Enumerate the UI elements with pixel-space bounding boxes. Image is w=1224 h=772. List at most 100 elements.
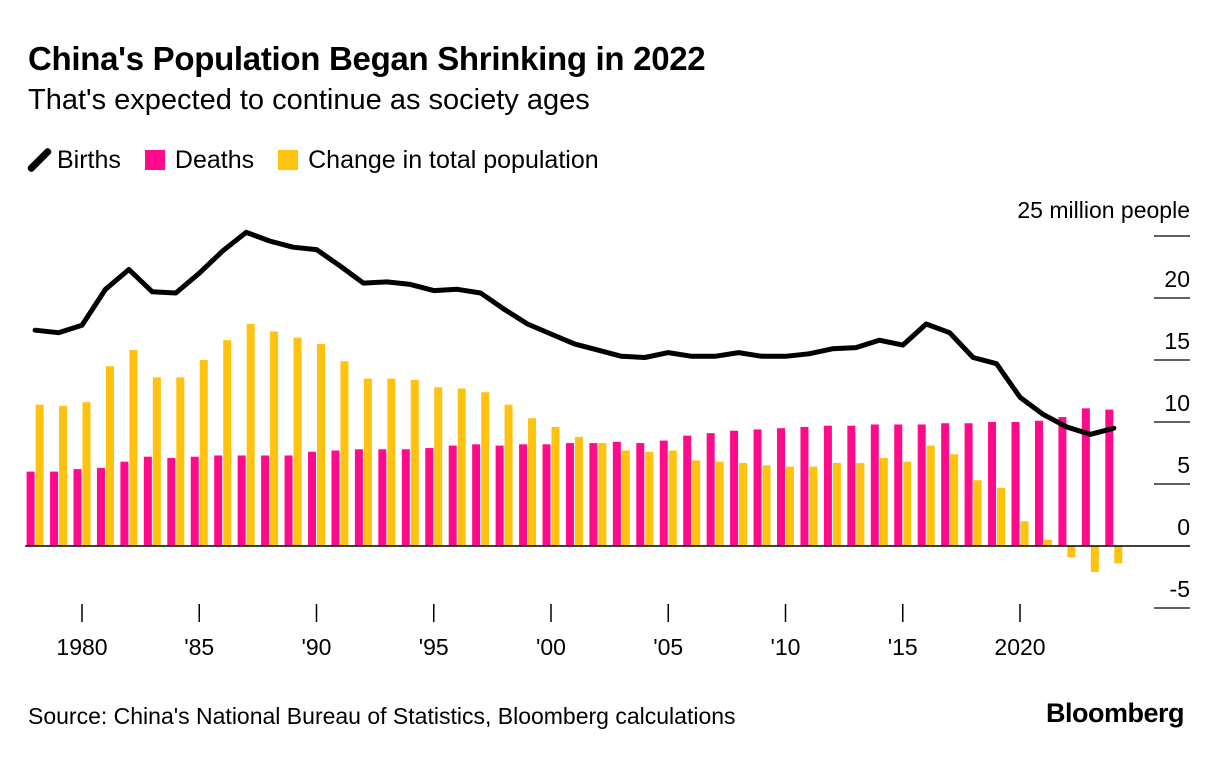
deaths-bar xyxy=(964,423,973,546)
deaths-bar xyxy=(261,455,270,546)
change-bar xyxy=(903,461,912,546)
deaths-bar xyxy=(237,455,246,546)
x-tick-label: '00 xyxy=(536,634,566,660)
source-note: Source: China's National Bureau of Stati… xyxy=(28,703,736,729)
deaths-bar xyxy=(448,445,457,546)
change-bar xyxy=(317,343,325,546)
deaths-bar xyxy=(941,423,950,546)
deaths-bar xyxy=(143,456,152,546)
x-tick-label: '85 xyxy=(184,634,214,660)
change-bar xyxy=(809,466,818,546)
change-bar xyxy=(621,450,630,546)
y-unit-label: 25 million people xyxy=(1017,197,1190,223)
deaths-bar xyxy=(542,444,551,546)
change-bar xyxy=(481,392,490,546)
change-bar xyxy=(457,388,466,546)
change-bar xyxy=(293,337,302,546)
deaths-bar xyxy=(683,435,692,546)
change-bar xyxy=(786,466,794,546)
deaths-bar xyxy=(190,456,199,546)
change-bar xyxy=(129,350,138,546)
change-bar xyxy=(645,451,654,546)
chart-title: China's Population Began Shrinking in 20… xyxy=(28,40,706,77)
deaths-bar xyxy=(753,429,762,546)
change-bar xyxy=(59,405,68,546)
change-bar xyxy=(668,450,677,546)
x-tick-label: 1980 xyxy=(56,634,107,660)
deaths-bar xyxy=(894,424,903,546)
deaths-bar xyxy=(308,451,316,546)
change-bar xyxy=(856,462,865,546)
change-bar xyxy=(199,360,208,546)
deaths-bar xyxy=(1034,420,1043,546)
legend-deaths-label: Deaths xyxy=(174,145,255,174)
deaths-bar xyxy=(847,425,856,546)
change-bar xyxy=(997,487,1006,546)
change-bar xyxy=(551,426,560,546)
deaths-bar xyxy=(659,440,668,546)
x-tick-label: '10 xyxy=(771,634,801,660)
deaths-bar xyxy=(378,449,387,546)
change-bar xyxy=(82,402,91,546)
deaths-bar xyxy=(565,443,574,546)
change-bar xyxy=(715,461,724,546)
deaths-bar xyxy=(706,433,715,546)
deaths-bar xyxy=(26,471,35,546)
deaths-bar xyxy=(331,450,340,546)
change-bar xyxy=(973,480,982,546)
y-gridlines xyxy=(1154,235,1190,609)
x-tick-label: 2020 xyxy=(994,634,1045,660)
change-bar xyxy=(692,460,701,546)
change-bar xyxy=(504,404,513,546)
deaths-bar xyxy=(800,426,809,546)
deaths-bar xyxy=(589,443,598,546)
deaths-bar xyxy=(636,443,645,546)
change-bar xyxy=(528,418,537,546)
change-bar xyxy=(1090,546,1099,573)
legend-births-label: Births xyxy=(57,145,121,174)
deaths-swatch xyxy=(144,150,165,170)
x-tick-label: '95 xyxy=(419,634,449,660)
y-tick-label: 5 xyxy=(1177,452,1190,478)
deaths-bar xyxy=(284,455,293,546)
change-bar xyxy=(246,324,255,546)
legend: Births Deaths Change in total population xyxy=(26,145,623,175)
change-bar xyxy=(762,465,771,546)
change-bar xyxy=(223,340,232,546)
tick-labels: -5 0 5 10 15 20 25 million people 1980 '85 '90 '95… xyxy=(56,197,1190,660)
change-bar xyxy=(926,445,935,546)
deaths-bar xyxy=(1081,408,1090,546)
deaths-bar xyxy=(50,471,59,546)
change-bar xyxy=(434,387,443,546)
change-bar xyxy=(739,462,748,546)
births-line xyxy=(32,229,1117,437)
axes xyxy=(25,545,1190,622)
deaths-bar xyxy=(519,444,528,546)
change-bar xyxy=(410,379,419,546)
y-tick-label: -5 xyxy=(1170,576,1190,602)
deaths-bar xyxy=(777,428,785,546)
deaths-bar xyxy=(1105,409,1114,546)
deaths-bar xyxy=(354,449,363,546)
chart-subtitle: That's expected to continue as society a… xyxy=(28,84,590,116)
deaths-bar xyxy=(612,441,621,546)
deaths-bar xyxy=(917,424,926,546)
change-bar xyxy=(387,378,396,546)
change-bar xyxy=(879,457,888,546)
legend-change: Change in total population xyxy=(278,146,599,175)
deaths-bar xyxy=(472,444,481,546)
bloomberg-logo: Bloomberg xyxy=(1045,698,1185,728)
change-bars xyxy=(35,324,1123,573)
births-line-group xyxy=(32,229,1117,437)
deaths-bar xyxy=(988,422,997,546)
legend-change-label: Change in total population xyxy=(308,145,599,174)
deaths-bar xyxy=(96,467,105,546)
y-tick-label: 0 xyxy=(1177,514,1190,540)
change-bar xyxy=(152,377,161,546)
change-bar xyxy=(598,443,607,546)
y-tick-label: 20 xyxy=(1164,266,1190,292)
deaths-bar xyxy=(1011,422,1020,546)
change-swatch xyxy=(278,150,299,170)
legend-deaths: Deaths xyxy=(144,145,255,175)
